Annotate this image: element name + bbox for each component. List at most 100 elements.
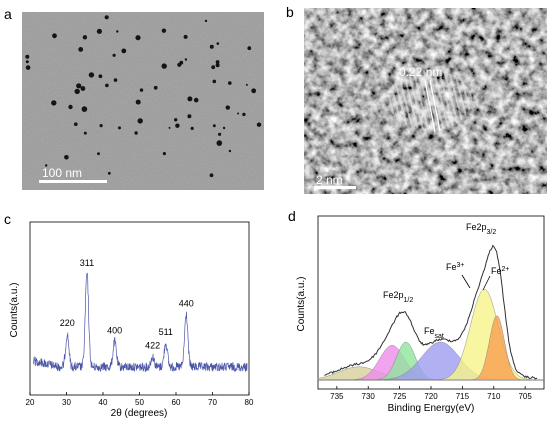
nanoparticle xyxy=(162,152,166,156)
nanoparticle xyxy=(216,42,220,45)
x-tick-label: 720 xyxy=(424,392,438,401)
nanoparticle xyxy=(225,105,230,110)
nanoparticle xyxy=(88,72,95,78)
nanoparticle xyxy=(105,83,109,88)
nanoparticle xyxy=(82,35,88,40)
nanoparticle xyxy=(97,152,100,156)
nanoparticle xyxy=(183,34,188,39)
nanoparticle xyxy=(174,118,178,122)
tem-image: 100 nm xyxy=(22,12,264,190)
x-axis-ticks: 20 30 40 50 60 70 80 xyxy=(26,392,254,407)
x-tick-label: 80 xyxy=(245,398,254,407)
nanoparticle xyxy=(168,126,171,129)
x-tick-label: 710 xyxy=(487,392,501,401)
nanoparticle xyxy=(83,131,87,135)
nanoparticle xyxy=(64,155,69,160)
nanoparticle xyxy=(25,54,30,59)
nanoparticle xyxy=(161,28,167,33)
lattice-spacing-label: 0.22 nm xyxy=(399,65,442,79)
nanoparticle xyxy=(204,19,208,23)
nanoparticle xyxy=(113,78,118,82)
peak-labels: 220 311 400 422 511 440 xyxy=(60,258,194,351)
x-tick-label: 730 xyxy=(362,392,376,401)
nanoparticle xyxy=(161,63,167,69)
peak-label: 311 xyxy=(80,258,94,268)
panel-label-c: c xyxy=(4,211,11,227)
lattice-marker-line-2 xyxy=(429,79,441,132)
annotation-fesat: Fesat xyxy=(424,326,444,340)
x-axis-label: 2θ (degrees) xyxy=(111,408,168,419)
x-axis-label: Binding Energy(eV) xyxy=(388,403,475,414)
nanoparticle xyxy=(242,112,246,117)
nanoparticle xyxy=(218,132,222,136)
peak-label: 400 xyxy=(107,326,122,336)
nanoparticle xyxy=(134,131,138,135)
nanoparticle xyxy=(74,88,80,95)
nanoparticle xyxy=(245,83,248,86)
annotation-fe3: Fe3+ xyxy=(446,262,465,273)
nanoparticle xyxy=(118,126,121,130)
x-tick-label: 725 xyxy=(393,392,407,401)
xrd-chart: 20 30 40 50 60 70 80 220 311 400 422 511 440 2θ (de… xyxy=(9,221,254,419)
nanoparticle xyxy=(107,171,111,175)
y-axis-label: Counts(a.u.) xyxy=(9,282,20,337)
nanoparticle xyxy=(187,96,193,102)
lattice-marker-line-1 xyxy=(424,80,436,133)
nanoparticle xyxy=(96,28,102,34)
nanoparticle xyxy=(76,83,82,89)
nanoparticle xyxy=(45,164,48,167)
nanoparticle xyxy=(98,74,103,79)
nanoparticle xyxy=(121,48,127,54)
nanoparticle xyxy=(80,86,86,91)
panel-label-b: b xyxy=(286,4,294,20)
x-tick-label: 735 xyxy=(330,392,344,401)
nanoparticle xyxy=(52,33,57,39)
x-tick-label: 70 xyxy=(208,398,217,407)
x-tick-label: 20 xyxy=(26,398,35,407)
peak-label: 511 xyxy=(159,327,173,337)
lattice-fringes xyxy=(388,70,472,130)
x-tick-label: 40 xyxy=(99,398,108,407)
nanoparticle xyxy=(193,97,199,103)
nanoparticle xyxy=(68,104,73,110)
scale-bar xyxy=(314,186,356,189)
xps-envelope-line xyxy=(324,244,538,380)
annotation-fe2p32: Fe2p3/2 xyxy=(466,222,496,236)
nanoparticle xyxy=(78,47,84,52)
nanoparticle xyxy=(228,81,232,85)
scale-bar xyxy=(39,180,107,183)
nanoparticle xyxy=(135,99,141,105)
nanoparticle xyxy=(139,88,144,92)
nanoparticle xyxy=(25,65,31,70)
nanoparticle xyxy=(237,112,240,115)
nanoparticle xyxy=(216,140,223,146)
nanoparticle xyxy=(137,118,143,124)
panel-label-d: d xyxy=(288,208,296,224)
nanoparticle xyxy=(215,60,220,64)
x-tick-label: 705 xyxy=(518,392,532,401)
xps-chart: 735 730 725 720 715 710 705 Fe2p1/2 Fesat Fe2p… xyxy=(296,215,545,414)
fe2-arrow xyxy=(482,275,491,291)
nanoparticle xyxy=(135,35,141,41)
nanoparticle xyxy=(74,122,78,126)
nanoparticle xyxy=(116,30,119,33)
x-tick-label: 30 xyxy=(62,398,71,407)
scale-bar-label: 2 nm xyxy=(316,173,343,187)
x-tick-label: 715 xyxy=(456,392,470,401)
nanoparticle xyxy=(25,60,29,64)
nanoparticle xyxy=(81,106,88,112)
y-axis-label: Counts(a.u.) xyxy=(296,276,307,331)
nanoparticle xyxy=(99,124,103,128)
fitted-components xyxy=(317,289,544,381)
nanoparticle xyxy=(228,149,232,153)
peak-label: 220 xyxy=(60,318,75,328)
nanoparticle xyxy=(179,60,184,65)
nanoparticle xyxy=(209,173,214,178)
scale-bar-label: 100 nm xyxy=(42,166,82,180)
nanoparticle xyxy=(51,100,57,106)
annotation-fe2p12: Fe2p1/2 xyxy=(383,290,413,304)
x-tick-label: 50 xyxy=(135,398,144,407)
nanoparticle xyxy=(153,85,158,90)
nanoparticle xyxy=(104,15,109,20)
xrd-series-line xyxy=(33,272,248,373)
